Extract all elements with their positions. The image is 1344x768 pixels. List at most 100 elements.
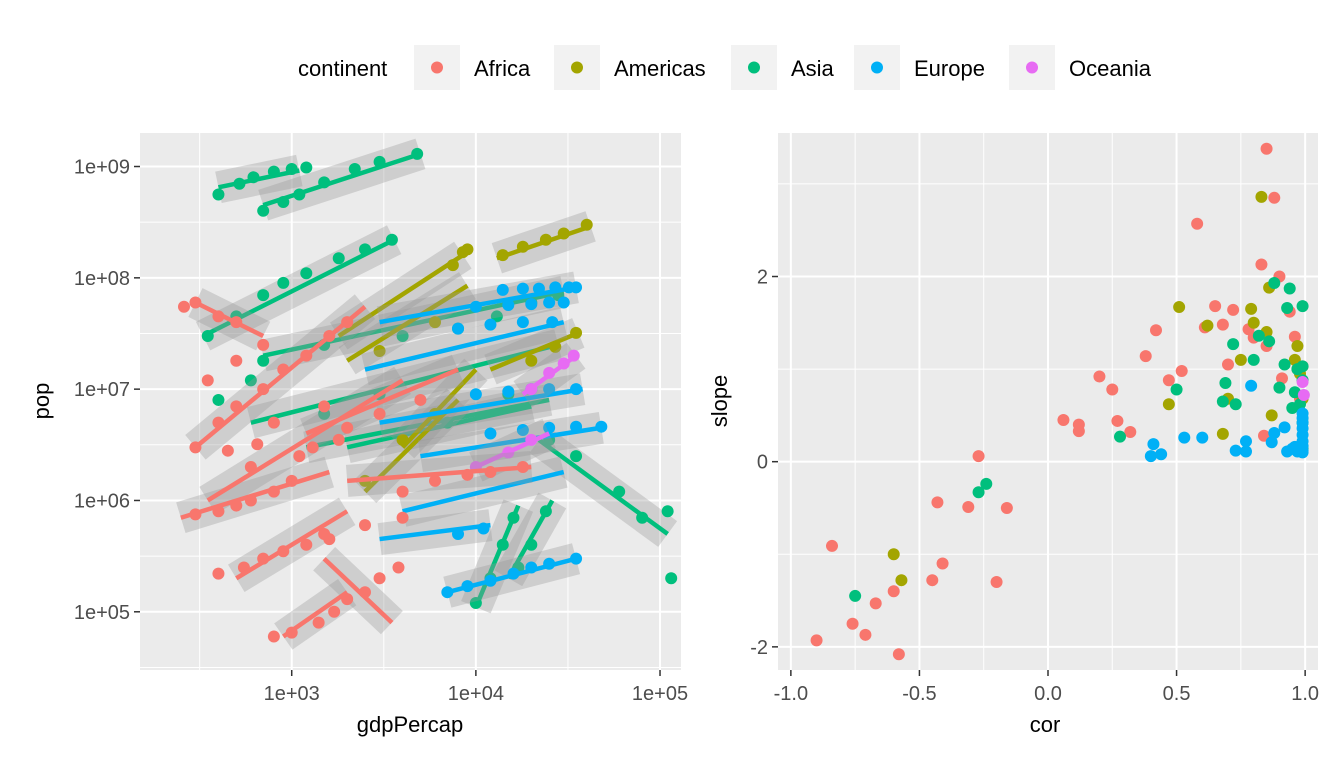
data-point [212,567,225,580]
x-tick-label: -0.5 [902,683,936,705]
x-tick-label: 0.0 [1034,683,1062,705]
series-africa [176,288,533,650]
data-point [392,561,405,574]
data-point [212,393,225,406]
data-point [1281,301,1294,314]
data-point [1245,379,1258,392]
data-point [826,539,838,552]
data-point [1196,431,1209,444]
legend-dot-americas [571,61,583,74]
trend-line [402,469,565,514]
data-point [373,407,386,420]
data-point [990,576,1003,589]
series-americas [329,211,596,504]
data-point [1162,398,1175,411]
data-point [201,374,214,387]
trend-line [446,556,577,595]
data-point [1057,414,1070,427]
data-point [525,354,538,367]
data-point [1209,300,1222,313]
series-oceania [469,342,586,482]
data-point [373,572,386,585]
data-point [1265,409,1278,422]
right-gridlines [778,133,1318,670]
data-point [212,188,225,201]
legend-label-oceania: Oceania [1069,56,1152,81]
trend-line [180,469,330,520]
data-point [1093,370,1106,383]
data-point [244,374,257,387]
legend-dot-africa [431,61,443,74]
trend-line [262,151,422,208]
data-point [1240,435,1252,448]
data-point [306,441,319,454]
legend-label-asia: Asia [791,56,835,81]
data-point [1291,339,1304,352]
data-point [251,438,264,451]
data-point [1240,445,1252,458]
data-point [429,474,442,487]
data-point [1114,430,1126,443]
data-point [1000,501,1013,514]
x-tick-label: 1.0 [1291,683,1319,705]
data-point [1296,360,1309,373]
legend-dot-europe [871,61,883,74]
data-point [257,354,270,367]
data-point [1245,302,1258,315]
data-point [1162,374,1175,387]
data-point [496,283,509,296]
trend-line [521,353,578,397]
trend-line [496,224,592,261]
legend-title: continent [298,56,387,81]
data-point [570,450,583,463]
data-point [859,628,872,641]
data-point [1216,318,1229,331]
data-point [1255,258,1268,271]
trend-line [250,342,559,425]
trend-line [379,386,584,425]
data-point [543,421,556,434]
data-point [892,648,905,661]
data-point [177,300,190,313]
data-point [1216,395,1229,408]
data-point [846,617,859,630]
trend-line [235,509,349,581]
left-axes: 1e+03 1e+04 1e+05 1e+05 1e+06 1e+07 1e+08 1e+09 [74,157,688,705]
left-data-marks [176,138,678,650]
data-point [1155,448,1168,461]
data-point [1276,372,1288,385]
data-point [1296,444,1309,457]
data-point [1288,330,1301,343]
data-point [972,450,985,463]
legend-label-africa: Africa [474,56,531,81]
data-point [1106,383,1119,396]
data-point [665,572,678,585]
data-point [972,486,985,499]
y-tick-label: -2 [750,637,768,659]
series-americas [887,190,1309,587]
data-point [1219,376,1232,389]
data-point [332,433,345,446]
data-point [318,400,331,413]
data-point [1268,276,1281,289]
trend-line [364,319,565,372]
data-point [1229,398,1242,411]
data-point [277,276,290,289]
x-tick-label: 1e+04 [448,683,504,705]
trend-line [400,368,478,449]
data-point [1247,316,1260,329]
right-x-axis-title: cor [1030,712,1061,737]
trend-line [305,367,459,436]
y-tick-label: 1e+07 [74,379,130,401]
trend-line [537,438,669,536]
data-point [1150,324,1162,337]
legend: continent Africa Americas Asia Europe Oceani… [298,45,1152,90]
data-point [887,548,900,561]
data-point [543,296,556,309]
data-point [1288,386,1301,399]
trend-line [345,283,469,363]
data-point [267,630,280,643]
data-point [1144,450,1157,463]
data-point [1191,217,1204,230]
data-point [1247,353,1260,366]
